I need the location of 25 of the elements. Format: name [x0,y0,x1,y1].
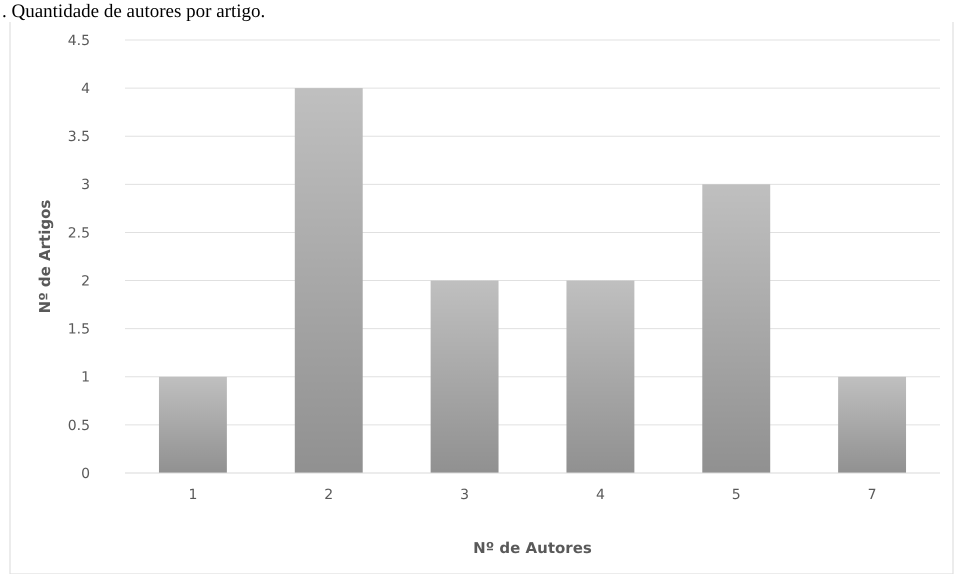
y-tick-label: 1 [81,370,90,386]
x-tick-label: 7 [868,487,877,503]
y-axis-title: Nº de Artigos [36,200,54,314]
bar [566,280,634,473]
y-tick-label: 4 [81,81,90,98]
y-tick-label: 3.5 [68,129,90,146]
x-tick-label: 1 [188,487,198,503]
y-tick-label: 3 [81,177,90,194]
y-tick-label: 0.5 [68,418,90,434]
bar [838,376,906,473]
y-tick-label: 4.5 [68,32,90,49]
x-tick-label: 4 [596,487,605,503]
chart-title: . Quantidade de autores por artigo. [2,1,266,22]
x-tick-label: 2 [324,487,334,503]
bar [702,184,770,473]
y-tick-label: 1.5 [68,322,90,338]
bar [294,88,363,473]
y-tick-label: 2 [81,273,90,290]
bar [158,376,227,473]
y-tick-label: 0 [81,466,90,482]
y-tick-label: 2.5 [68,225,90,242]
x-tick-label: 5 [732,487,741,503]
x-tick-label: 3 [460,487,470,503]
bar [430,280,499,473]
x-axis-title: Nº de Autores [473,539,592,557]
